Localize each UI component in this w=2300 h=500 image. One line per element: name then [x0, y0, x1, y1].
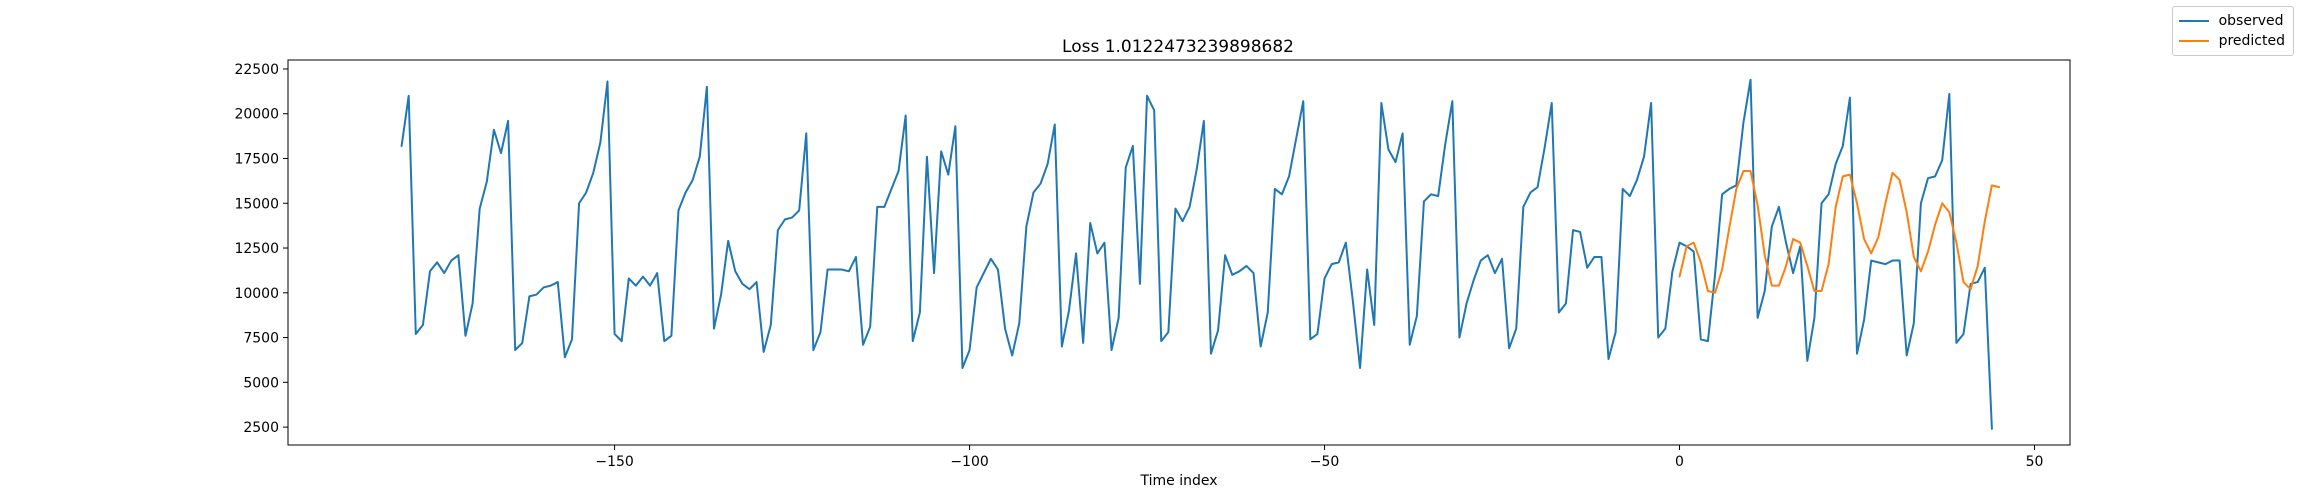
series-line-predicted — [1678, 170, 2000, 294]
legend-swatch-observed — [2178, 20, 2209, 22]
y-tick-label: 2500 — [243, 420, 279, 436]
x-tick-label: −100 — [950, 454, 988, 470]
y-tick-label: 22500 — [234, 62, 279, 78]
y-tick-label: 5000 — [243, 375, 279, 391]
x-tick-label: 50 — [2026, 454, 2044, 470]
y-tick-label: 17500 — [234, 151, 279, 167]
series-line-observed — [400, 78, 1993, 430]
x-axis-label: Time index — [1139, 473, 1217, 489]
y-tick-label: 15000 — [234, 196, 279, 212]
y-tick-label: 7500 — [243, 331, 279, 347]
y-tick-label: 20000 — [234, 107, 279, 123]
y-tick-label: 12500 — [234, 241, 279, 257]
x-tick-label: 0 — [1675, 454, 1684, 470]
legend-swatch-predicted — [2178, 40, 2209, 42]
legend: observed predicted — [2171, 6, 2294, 56]
y-tick-label: 10000 — [234, 286, 279, 302]
x-tick-label: −150 — [595, 454, 633, 470]
legend-item-predicted: predicted — [2178, 31, 2285, 51]
chart-title: Loss 1.0122473239898682 — [1062, 37, 1294, 57]
x-tick-label: −50 — [1310, 454, 1340, 470]
x-axis: −150 −100 −50 0 50 — [595, 445, 2043, 470]
series-layer — [400, 78, 2000, 430]
y-axis: 2500 5000 7500 10000 12500 15000 17500 20000 225… — [234, 62, 288, 436]
plot-frame — [287, 59, 2071, 446]
legend-label-predicted: predicted — [2218, 33, 2285, 49]
legend-label-observed: observed — [2218, 13, 2284, 29]
legend-item-observed: observed — [2178, 11, 2285, 31]
